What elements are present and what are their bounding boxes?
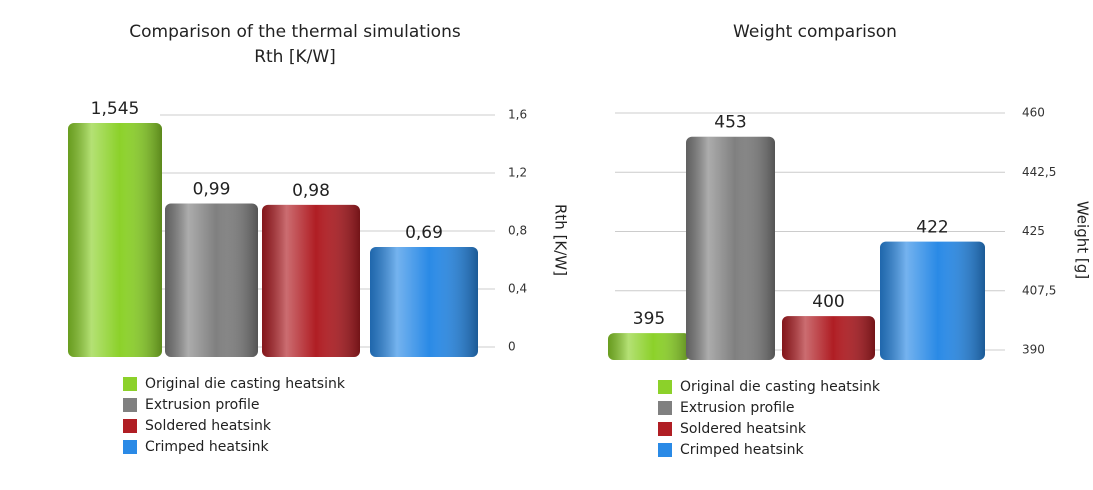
y-tick-label: 407,5: [1022, 283, 1056, 297]
legend-label: Extrusion profile: [145, 397, 260, 413]
legend-swatch: [658, 401, 672, 415]
legend-swatch: [658, 380, 672, 394]
legend-label: Original die casting heatsink: [145, 376, 346, 392]
y-tick-label: 442,5: [1022, 165, 1056, 179]
y-tick-label: 0: [508, 340, 516, 354]
legend-swatch: [658, 443, 672, 457]
legend-swatch: [123, 377, 137, 391]
legend-swatch: [658, 422, 672, 436]
bar-shine: [165, 203, 258, 357]
y-axis-label: Weight [g]: [1074, 201, 1092, 279]
y-tick-label: 460: [1022, 106, 1045, 120]
bar-shine: [880, 241, 985, 360]
legend-label: Soldered heatsink: [145, 418, 272, 434]
legend-label: Crimped heatsink: [680, 442, 805, 458]
legend-label: Soldered heatsink: [680, 421, 807, 437]
legend-swatch: [123, 440, 137, 454]
value-label: 400: [812, 292, 844, 312]
bar-shine: [68, 122, 162, 357]
chart-title: Comparison of the thermal simulations: [129, 22, 461, 42]
y-tick-label: 1,6: [508, 108, 527, 122]
value-label: 395: [633, 309, 665, 329]
y-tick-label: 0,8: [508, 224, 527, 238]
bar-shine: [608, 333, 690, 360]
y-axis-label: Rth [K/W]: [552, 204, 570, 276]
value-label: 1,545: [91, 99, 140, 119]
value-label: 422: [916, 218, 948, 238]
bar-shine: [686, 136, 775, 360]
legend-label: Crimped heatsink: [145, 439, 270, 455]
y-tick-label: 390: [1022, 343, 1045, 357]
y-tick-label: 425: [1022, 224, 1045, 238]
legend-swatch: [123, 419, 137, 433]
value-label: 0,99: [193, 179, 231, 199]
value-label: 0,69: [405, 223, 443, 243]
value-label: 0,98: [292, 181, 330, 201]
y-tick-label: 1,2: [508, 166, 527, 180]
value-label: 453: [714, 113, 746, 133]
chart-title: Weight comparison: [733, 22, 897, 42]
chart-subtitle: Rth [K/W]: [254, 47, 336, 67]
legend-label: Extrusion profile: [680, 400, 795, 416]
bar-shine: [262, 204, 360, 357]
legend-swatch: [123, 398, 137, 412]
bar-shine: [370, 246, 478, 357]
legend-label: Original die casting heatsink: [680, 379, 881, 395]
y-tick-label: 0,4: [508, 282, 527, 296]
bar-shine: [782, 316, 875, 360]
